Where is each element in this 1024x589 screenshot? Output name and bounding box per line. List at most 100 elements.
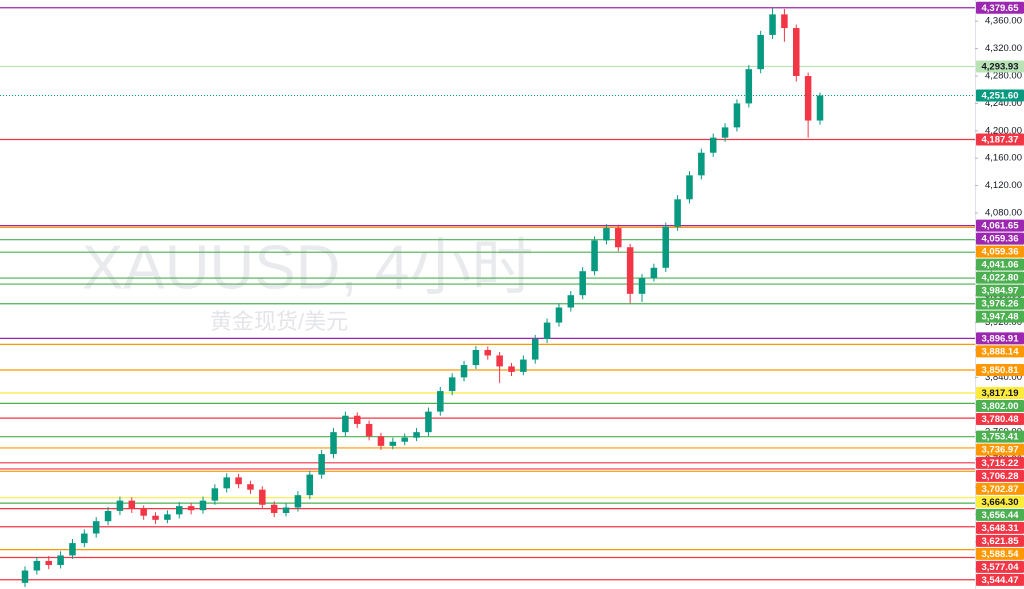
level-label: 4,379.65 xyxy=(982,3,1020,14)
candle-body xyxy=(745,69,753,104)
candle-body xyxy=(508,366,515,372)
candle-body xyxy=(247,484,254,490)
level-label-bg xyxy=(976,60,1024,73)
candle-body xyxy=(211,488,219,501)
candle-body xyxy=(448,377,456,392)
candle-body xyxy=(235,477,242,485)
level-label-bg xyxy=(976,508,1024,521)
level-label-bg xyxy=(976,345,1024,358)
level-label: 3,621.85 xyxy=(982,536,1020,547)
level-label-bg xyxy=(976,443,1024,456)
candle-body xyxy=(555,307,563,323)
level-label: 3,753.41 xyxy=(982,432,1020,443)
candle-body xyxy=(662,226,670,268)
candle-body xyxy=(259,489,266,505)
level-label: 4,022.80 xyxy=(982,273,1019,284)
last-price-label-bg xyxy=(976,89,1024,102)
level-label-bg xyxy=(976,456,1024,469)
level-label-bg xyxy=(976,482,1024,495)
candle-body xyxy=(757,34,764,70)
level-label: 3,947.48 xyxy=(982,312,1019,323)
candle-body xyxy=(603,228,610,241)
candle-body xyxy=(484,349,492,356)
level-label: 3,664.30 xyxy=(982,497,1019,508)
candle-body xyxy=(270,504,278,513)
candle-body xyxy=(116,500,124,511)
level-label-bg xyxy=(976,363,1024,376)
level-label: 3,888.14 xyxy=(982,346,1020,357)
level-label: 3,544.47 xyxy=(982,575,1019,586)
candle-body xyxy=(804,76,812,121)
level-label-bg xyxy=(976,297,1024,310)
candle-body xyxy=(413,432,420,438)
candle-body xyxy=(33,560,41,571)
level-label-bg xyxy=(976,534,1024,547)
level-label-bg xyxy=(976,399,1024,412)
candle-body xyxy=(45,560,52,566)
candle-body xyxy=(460,365,468,378)
level-label: 3,706.28 xyxy=(982,471,1019,482)
candle-body xyxy=(496,355,503,367)
candle-body xyxy=(152,515,159,520)
candle-body xyxy=(531,339,539,360)
level-label-bg xyxy=(976,133,1024,146)
level-label-bg xyxy=(976,386,1024,399)
level-label: 3,802.00 xyxy=(982,401,1019,412)
candle-body xyxy=(306,474,314,496)
y-tick-label: 3,920.00 xyxy=(985,317,1022,328)
level-label: 4,059.36 xyxy=(982,247,1019,258)
watermark-title: XAUUSD, 4小时 xyxy=(82,233,533,302)
candle-body xyxy=(698,152,705,176)
candle-body xyxy=(401,437,408,442)
level-label-bg xyxy=(976,430,1024,443)
level-label: 3,648.31 xyxy=(982,523,1020,534)
level-label: 3,817.19 xyxy=(982,388,1019,399)
candle-body xyxy=(92,521,100,534)
candle-body xyxy=(793,28,800,77)
level-label-bg xyxy=(976,1,1024,14)
level-label-bg xyxy=(976,521,1024,534)
candle-body xyxy=(769,14,776,35)
price-tags: 4,379.65 4,293.93 4,187.37 4,061.65 4,059.36… xyxy=(976,1,1024,586)
candle-body xyxy=(140,508,147,516)
y-tick-label: 4,160.00 xyxy=(985,153,1022,164)
candle-body xyxy=(816,95,824,121)
candle-body xyxy=(318,454,325,475)
level-label-bg xyxy=(976,310,1024,323)
candle-body xyxy=(282,507,290,513)
candle-body xyxy=(389,441,397,446)
y-tick-label: 4,320.00 xyxy=(985,43,1022,54)
y-tick-label: 4,080.00 xyxy=(985,208,1022,219)
candle-body xyxy=(472,349,480,366)
candle-body xyxy=(543,322,551,340)
level-label-bg xyxy=(976,284,1024,297)
candle-body xyxy=(199,500,207,511)
candle-body xyxy=(437,391,444,412)
candle-body xyxy=(104,510,112,522)
candle-body xyxy=(21,570,29,583)
candle-body xyxy=(128,500,136,509)
level-label: 3,702.87 xyxy=(982,484,1019,495)
candle-body xyxy=(69,543,76,556)
candle-body xyxy=(579,271,586,296)
level-label-bg xyxy=(976,469,1024,482)
level-label-bg xyxy=(976,560,1024,573)
candle-body xyxy=(377,436,385,446)
level-label: 3,780.48 xyxy=(982,414,1019,425)
level-label-bg xyxy=(976,495,1024,508)
candle-body xyxy=(330,432,337,455)
level-label-bg xyxy=(976,412,1024,425)
candle-body xyxy=(425,411,432,433)
y-tick-label: 4,360.00 xyxy=(985,16,1022,27)
candle-body xyxy=(81,533,88,544)
level-label-bg xyxy=(976,332,1024,345)
level-label-bg xyxy=(976,271,1024,284)
candle-body xyxy=(721,127,729,138)
candle-body xyxy=(567,295,575,308)
level-label: 4,187.37 xyxy=(982,134,1019,145)
candle-body xyxy=(615,228,622,248)
candle-body xyxy=(733,103,741,128)
candle-body xyxy=(342,415,349,433)
level-label-bg xyxy=(976,219,1024,232)
